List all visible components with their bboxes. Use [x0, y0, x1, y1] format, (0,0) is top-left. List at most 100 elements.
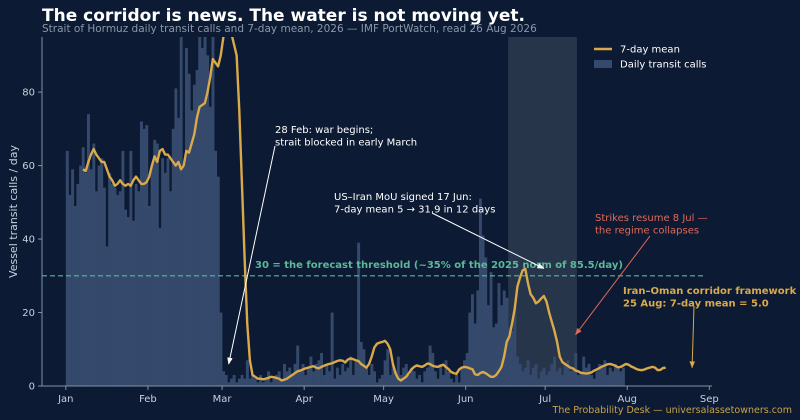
- bar-day-134: [418, 374, 421, 386]
- bar-day-34: [153, 139, 157, 386]
- bar-day-197: [584, 367, 588, 386]
- bars-layer: [65, 37, 625, 386]
- bar-day-25: [129, 150, 133, 386]
- bar-day-170: [513, 305, 517, 386]
- y-tick-label-80: 80: [22, 88, 35, 99]
- bar-day-101: [330, 312, 334, 386]
- bar-day-194: [576, 374, 580, 386]
- x-tick-label-mar: Mar: [213, 394, 233, 405]
- bar-day-181: [542, 367, 546, 386]
- line-layer: [82, 37, 666, 382]
- bar-day-201: [595, 371, 599, 386]
- bar-day-99: [325, 363, 329, 386]
- bar-day-94: [312, 371, 316, 386]
- bar-day-160: [486, 305, 490, 386]
- bar-day-124: [391, 363, 395, 386]
- bar-day-21: [118, 191, 122, 386]
- bar-day-75: [261, 382, 265, 386]
- bar-day-182: [545, 374, 549, 386]
- threshold-label: 30 = the forecast threshold (~35% of the…: [255, 260, 623, 271]
- bar-day-190: [566, 360, 570, 386]
- bar-day-174: [523, 367, 527, 386]
- x-tick-label-may: May: [373, 394, 394, 405]
- bar-day-69: [245, 360, 249, 386]
- bar-day-149: [457, 382, 461, 386]
- bar-day-188: [561, 374, 564, 386]
- bar-day-141: [436, 378, 440, 386]
- bar-day-12: [94, 191, 98, 386]
- bar-day-152: [465, 352, 469, 386]
- annotation-strikes: Strikes resume 8 Jul — the regime collaps…: [575, 213, 708, 336]
- x-tick-label-jul: Jul: [538, 394, 551, 405]
- bar-day-88: [296, 345, 300, 386]
- bar-day-66: [237, 378, 241, 386]
- bar-day-164: [497, 283, 501, 386]
- bar-day-136: [423, 371, 427, 386]
- series-line-7-day-mean: [82, 37, 666, 382]
- bar-day-35: [155, 143, 159, 386]
- bar-day-132: [412, 371, 416, 386]
- bar-day-2: [68, 194, 72, 386]
- bar-day-157: [478, 198, 482, 386]
- bar-day-203: [600, 367, 604, 386]
- bar-day-189: [563, 363, 567, 386]
- axes-layer: 0 20 40 60 80 Jan Feb Mar Apr May Jun Jul Aug Sep Vess…: [7, 37, 719, 405]
- bar-day-159: [484, 257, 488, 386]
- bar-day-9: [87, 114, 90, 386]
- bar-day-96: [317, 360, 321, 386]
- bar-day-47: [187, 73, 191, 386]
- legend: 7-day mean Daily transit calls: [594, 45, 706, 71]
- bar-day-200: [592, 378, 596, 386]
- bar-day-108: [349, 356, 353, 386]
- bar-day-40: [169, 191, 173, 386]
- annotation-oman-arrow: [689, 305, 696, 369]
- bar-day-80: [275, 374, 278, 386]
- bar-day-59: [219, 312, 223, 386]
- bar-day-102: [333, 378, 337, 386]
- bar-day-93: [309, 356, 313, 386]
- bar-day-156: [476, 290, 480, 386]
- bar-day-206: [608, 367, 612, 386]
- bar-day-187: [558, 367, 562, 386]
- bar-day-33: [150, 165, 154, 386]
- bar-day-28: [137, 191, 141, 386]
- bar-day-45: [182, 165, 186, 386]
- annotation-mou-line-1: US–Iran MoU signed 17 Jun:: [334, 192, 472, 203]
- bar-day-145: [447, 371, 451, 386]
- x-tick-label-aug: Aug: [617, 394, 637, 405]
- bar-day-70: [248, 378, 252, 386]
- bar-day-195: [579, 371, 583, 386]
- legend-swatch-bar: [594, 60, 612, 68]
- bar-day-42: [174, 88, 178, 386]
- bar-day-3: [71, 169, 75, 386]
- bar-day-76: [264, 378, 268, 386]
- bar-day-119: [378, 378, 382, 386]
- threshold-layer: 30 = the forecast threshold (~35% of the…: [42, 260, 706, 277]
- bar-day-208: [614, 363, 617, 386]
- bar-day-111: [357, 242, 361, 386]
- bar-day-98: [322, 374, 326, 386]
- bar-day-14: [100, 158, 104, 386]
- bar-day-153: [468, 312, 472, 386]
- bar-day-118: [375, 382, 379, 386]
- bar-day-83: [282, 363, 286, 386]
- bar-day-150: [460, 367, 464, 386]
- bar-day-172: [518, 363, 522, 386]
- bar-day-204: [603, 360, 607, 386]
- y-tick-label-0: 0: [29, 382, 35, 393]
- bar-day-211: [621, 367, 625, 386]
- bar-day-196: [582, 356, 586, 386]
- bar-day-55: [208, 106, 212, 386]
- bar-day-192: [571, 367, 575, 386]
- bar-day-95: [314, 363, 318, 386]
- bar-day-146: [449, 378, 453, 386]
- bar-day-169: [510, 330, 514, 386]
- bar-day-133: [415, 378, 419, 386]
- bar-day-11: [92, 143, 96, 386]
- bar-day-86: [290, 374, 294, 386]
- bar-day-110: [354, 360, 358, 386]
- bar-day-130: [407, 374, 411, 386]
- x-tick-label-jun: Jun: [457, 394, 474, 405]
- bar-day-178: [534, 363, 538, 386]
